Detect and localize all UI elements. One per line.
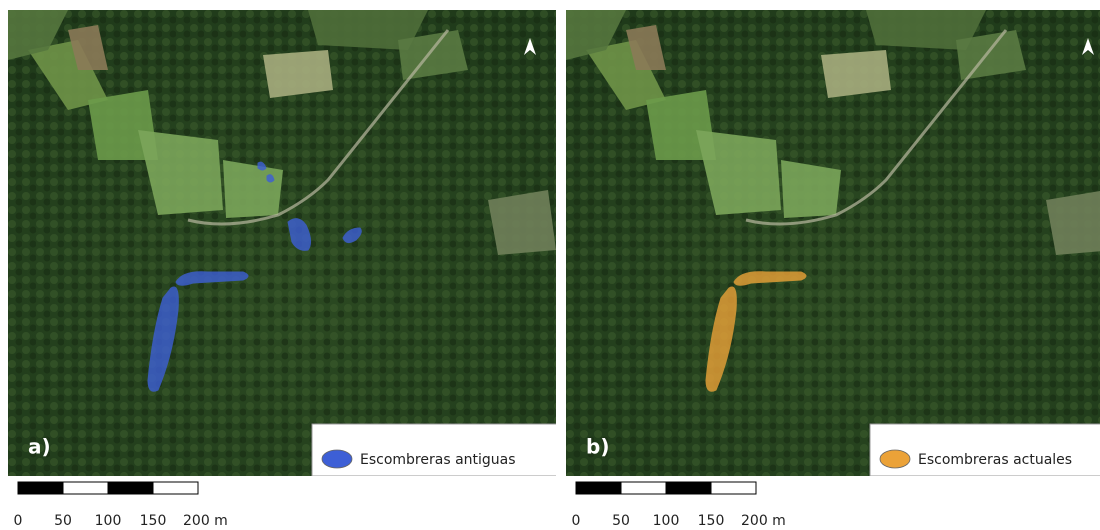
- field: [223, 160, 283, 218]
- scale-label: 50: [54, 513, 72, 529]
- scale-label: 150: [698, 513, 725, 529]
- scale-segment: [666, 482, 711, 494]
- legend-box: [312, 424, 562, 476]
- scale-label: 50: [612, 513, 630, 529]
- legend: Escombreras actuales: [870, 424, 1100, 476]
- panel-label: a): [28, 435, 51, 459]
- scale-segment: [63, 482, 108, 494]
- scale-label: 100: [653, 513, 680, 529]
- page: a) Escombreras antiguas 0 50 100 150 200 m b) Es…: [0, 0, 1100, 530]
- scale-segment: [621, 482, 666, 494]
- map-panel: b) Escombreras actuales: [566, 10, 1100, 476]
- scale-label: 0: [572, 513, 581, 529]
- legend: Escombreras antiguas: [312, 424, 562, 476]
- scale-segment: [153, 482, 198, 494]
- scale-segment: [108, 482, 153, 494]
- scale-label: 200 m: [741, 513, 786, 529]
- legend-swatch: [880, 450, 910, 468]
- panel-label: b): [586, 435, 609, 459]
- aerial-image: a) Escombreras antiguas: [8, 10, 562, 476]
- field: [821, 50, 891, 98]
- map-panel: a) Escombreras antiguas: [8, 10, 562, 476]
- scale-label: 0: [14, 513, 23, 529]
- scale-segment: [711, 482, 756, 494]
- legend-label: Escombreras antiguas: [360, 452, 516, 468]
- figure: a) Escombreras antiguas 0 50 100 150 200 m b) Es…: [0, 0, 1100, 530]
- scale-segment: [576, 482, 621, 494]
- aerial-image: b) Escombreras actuales: [566, 10, 1100, 476]
- field: [488, 190, 556, 255]
- scale-segment: [18, 482, 63, 494]
- legend-label: Escombreras actuales: [918, 452, 1072, 468]
- scale-label: 100: [95, 513, 122, 529]
- legend-box: [870, 424, 1100, 476]
- scale-label: 150: [140, 513, 167, 529]
- field: [263, 50, 333, 98]
- legend-swatch: [322, 450, 352, 468]
- scale-label: 200 m: [183, 513, 228, 529]
- field: [781, 160, 841, 218]
